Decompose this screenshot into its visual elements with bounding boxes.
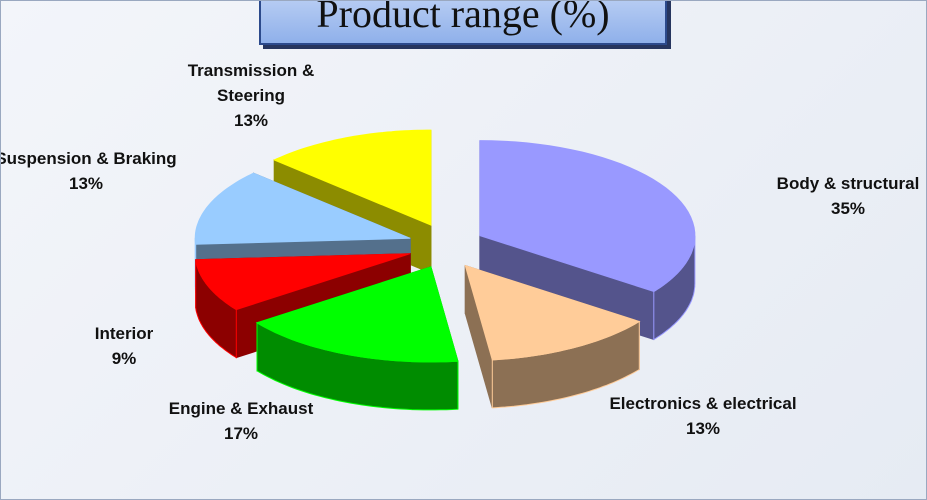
slice-label: Body & structural 35% — [753, 171, 926, 221]
slice-top — [272, 129, 432, 226]
category-label: Electronics & electrical — [609, 394, 797, 413]
category-label: Body & structural — [776, 174, 920, 193]
slice-top — [194, 172, 411, 245]
value-label: 17% — [223, 424, 259, 443]
category-label: Interior — [94, 324, 154, 343]
category-label: Suspension & Braking — [0, 149, 177, 168]
slice-top — [255, 266, 459, 363]
slice-label: Engine & Exhaust 17% — [146, 396, 336, 446]
value-label: 35% — [830, 199, 866, 218]
pie-slice — [255, 266, 459, 411]
slice-label: Electronics & electrical 13% — [608, 391, 798, 441]
category-label: Engine & Exhaust — [168, 399, 314, 418]
value-label: 13% — [68, 174, 104, 193]
slice-top — [464, 264, 641, 361]
slice-top — [195, 253, 411, 311]
category-label: Transmission & Steering — [187, 61, 315, 105]
slice-label: Transmission & Steering 13% — [156, 58, 346, 133]
slice-top — [479, 140, 696, 293]
chart-title: Product range (%) — [259, 1, 667, 45]
slice-label: Suspension & Braking 13% — [0, 146, 181, 196]
value-label: 13% — [233, 111, 269, 130]
pie-slice — [464, 264, 641, 409]
value-label: 9% — [111, 349, 137, 368]
slice-label: Interior 9% — [29, 321, 219, 371]
value-label: 13% — [685, 419, 721, 438]
